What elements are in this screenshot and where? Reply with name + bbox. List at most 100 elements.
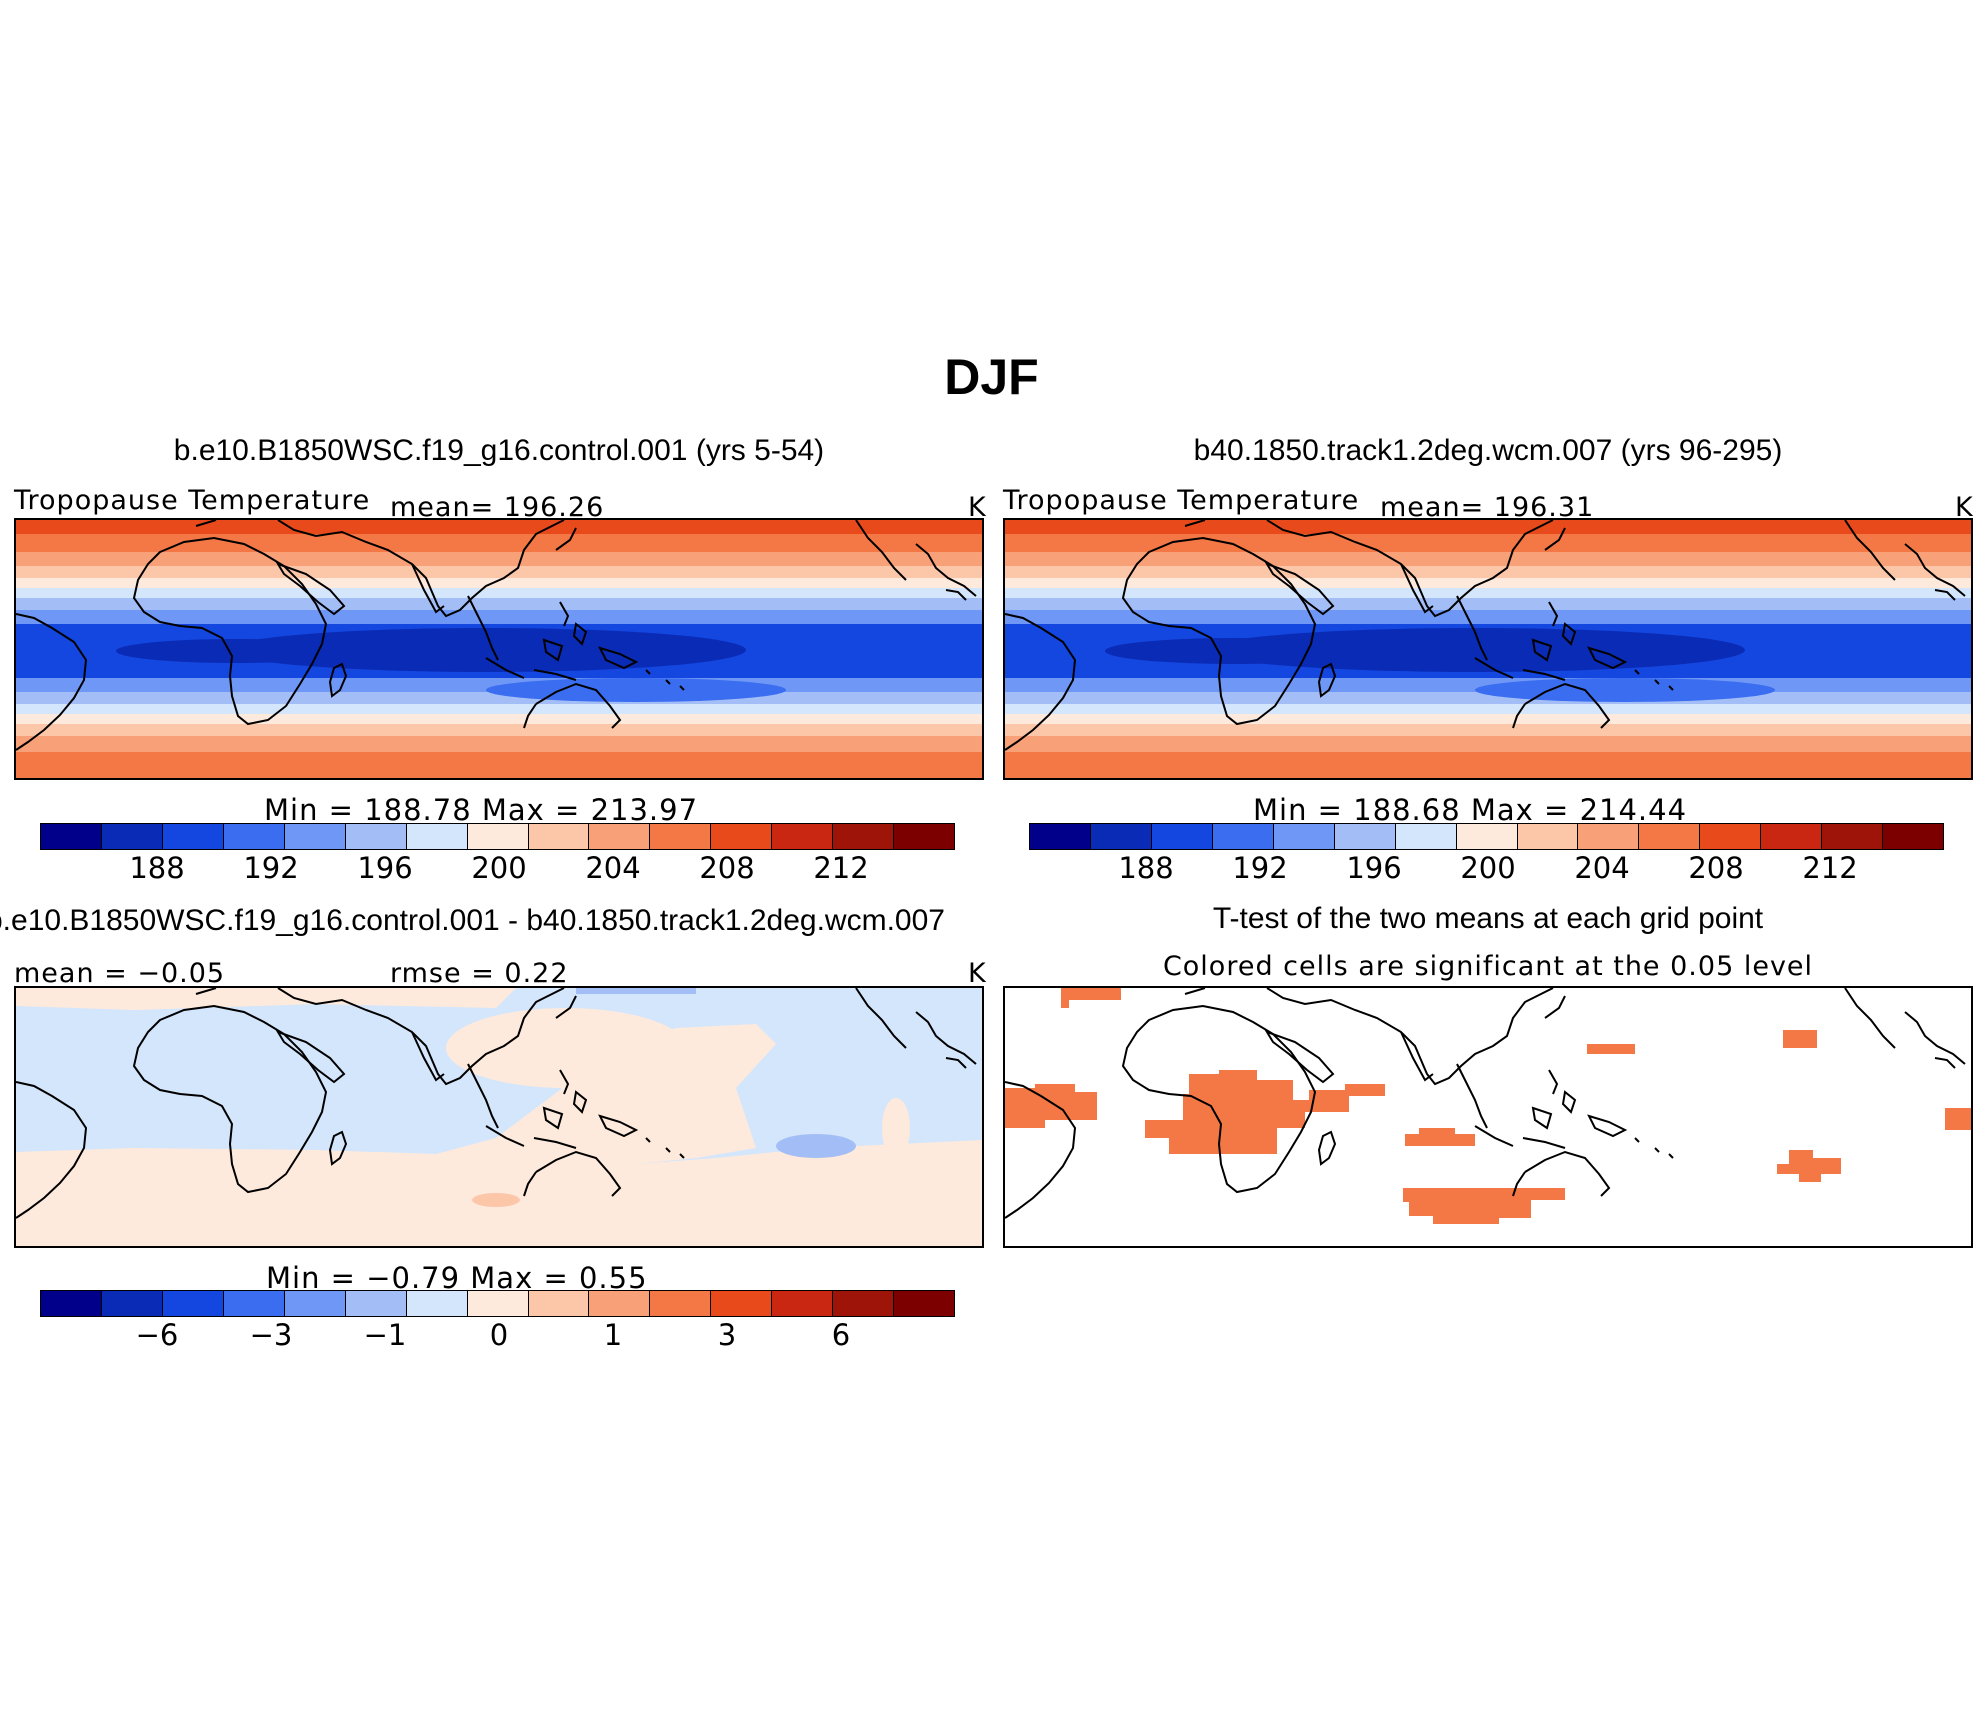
band-top-2 — [16, 534, 982, 552]
map-control — [14, 518, 984, 780]
band-top-2 — [1005, 534, 1971, 552]
cb-swatch — [711, 1291, 773, 1316]
band-top-8 — [16, 610, 982, 624]
band-top-4 — [1005, 566, 1971, 578]
cb-swatch — [894, 824, 955, 849]
band-top-5 — [1005, 578, 1971, 588]
minmax-diff: Min = −0.79 Max = 0.55 — [266, 1261, 648, 1295]
mean-label-control: mean= 196.26 — [390, 492, 605, 523]
cb-tick-wcm: 188 — [1118, 851, 1174, 885]
cb-swatch — [1578, 824, 1640, 849]
band-top-6 — [16, 588, 982, 598]
panel-title-diff: b.e10.B1850WSC.f19_g16.control.001 - b40… — [0, 904, 945, 937]
colorbar-diff — [40, 1290, 955, 1317]
band-bot-4 — [1005, 724, 1971, 736]
panel-title-ttest: T-test of the two means at each grid poi… — [1212, 902, 1764, 935]
cb-swatch — [711, 824, 773, 849]
field-wcm — [1005, 520, 1971, 778]
cb-tick-wcm: 204 — [1574, 851, 1630, 885]
cb-swatch — [650, 1291, 712, 1316]
cb-tick-diff: −1 — [363, 1318, 407, 1352]
cb-swatch — [284, 824, 346, 849]
cb-swatch — [223, 1291, 285, 1316]
cb-swatch — [101, 824, 163, 849]
cb-tick-control: 204 — [585, 851, 641, 885]
band-bot-2 — [16, 752, 982, 778]
significant-cells — [1005, 988, 1971, 1224]
map-wcm — [1003, 518, 1973, 780]
cb-swatch — [345, 824, 407, 849]
panel-title-control: b.e10.B1850WSC.f19_g16.control.001 (yrs … — [173, 434, 825, 467]
cb-swatch — [284, 1291, 346, 1316]
cb-swatch — [1212, 824, 1274, 849]
subtitle-ttest: Colored cells are significant at the 0.0… — [1162, 951, 1814, 982]
cb-tick-diff: −3 — [249, 1318, 293, 1352]
field-control — [16, 520, 982, 778]
north-positive-strip — [16, 988, 516, 1010]
mean-label-wcm: mean= 196.31 — [1380, 492, 1595, 523]
cb-swatch — [772, 824, 834, 849]
sig-region-australia — [1403, 1188, 1565, 1224]
east-positive — [882, 1098, 910, 1158]
south-lobe — [1475, 678, 1775, 702]
mean-label-diff: mean = −0.05 — [14, 958, 226, 989]
band-top-3 — [16, 552, 982, 566]
warm-pool-core — [116, 639, 356, 663]
band-top-8 — [1005, 610, 1971, 624]
sig-region-pacific — [1777, 1150, 1841, 1182]
cb-swatch — [162, 1291, 224, 1316]
warm-pool-deep — [1395, 632, 1695, 660]
rmse-label-diff: rmse = 0.22 — [390, 958, 569, 989]
cb-swatch — [162, 824, 224, 849]
south-lobe — [486, 678, 786, 702]
cb-swatch — [1273, 824, 1335, 849]
cb-tick-diff: 6 — [831, 1318, 851, 1352]
cb-swatch — [41, 824, 102, 849]
cb-swatch — [406, 824, 468, 849]
cb-swatch — [467, 824, 529, 849]
cb-swatch — [1822, 824, 1884, 849]
cb-tick-control: 212 — [813, 851, 869, 885]
band-bot-3 — [16, 736, 982, 752]
band-bot-6 — [16, 704, 982, 714]
units-label-wcm: K — [1955, 492, 1974, 523]
cb-tick-wcm: 192 — [1232, 851, 1288, 885]
cb-swatch — [1030, 824, 1091, 849]
band-top-1 — [1005, 520, 1971, 534]
cb-swatch — [589, 824, 651, 849]
cb-tick-control: 208 — [699, 851, 755, 885]
cb-swatch — [1151, 824, 1213, 849]
field-ttest — [1005, 988, 1971, 1246]
warm-pool-deep — [406, 632, 706, 660]
cb-tick-control: 188 — [129, 851, 185, 885]
band-bot-6 — [1005, 704, 1971, 714]
cb-swatch — [41, 1291, 102, 1316]
sig-region-samerica — [1005, 1084, 1097, 1128]
band-bot-5 — [1005, 714, 1971, 724]
band-top-1 — [16, 520, 982, 534]
cb-tick-diff: 1 — [603, 1318, 623, 1352]
cb-tick-control: 196 — [357, 851, 413, 885]
band-bot-4 — [16, 724, 982, 736]
sig-region-north — [1061, 988, 1121, 1008]
warm-pool-core — [1105, 638, 1365, 664]
cb-tick-wcm: 200 — [1460, 851, 1516, 885]
cb-swatch — [772, 1291, 834, 1316]
band-bot-5 — [16, 714, 982, 724]
cb-swatch — [1395, 824, 1457, 849]
cb-swatch — [223, 824, 285, 849]
band-top-7 — [16, 598, 982, 610]
cb-swatch — [528, 824, 590, 849]
asia-positive — [446, 1008, 686, 1088]
cb-swatch — [833, 824, 895, 849]
cb-tick-control: 200 — [471, 851, 527, 885]
minmax-control: Min = 188.78 Max = 213.97 — [264, 793, 699, 827]
cb-swatch — [589, 1291, 651, 1316]
cb-tick-diff: 0 — [489, 1318, 509, 1352]
band-bot-3 — [1005, 736, 1971, 752]
sig-region-asia — [1587, 1044, 1635, 1054]
cb-swatch — [345, 1291, 407, 1316]
cb-swatch — [1090, 824, 1152, 849]
cb-swatch — [1700, 824, 1762, 849]
units-label-control: K — [968, 492, 987, 523]
